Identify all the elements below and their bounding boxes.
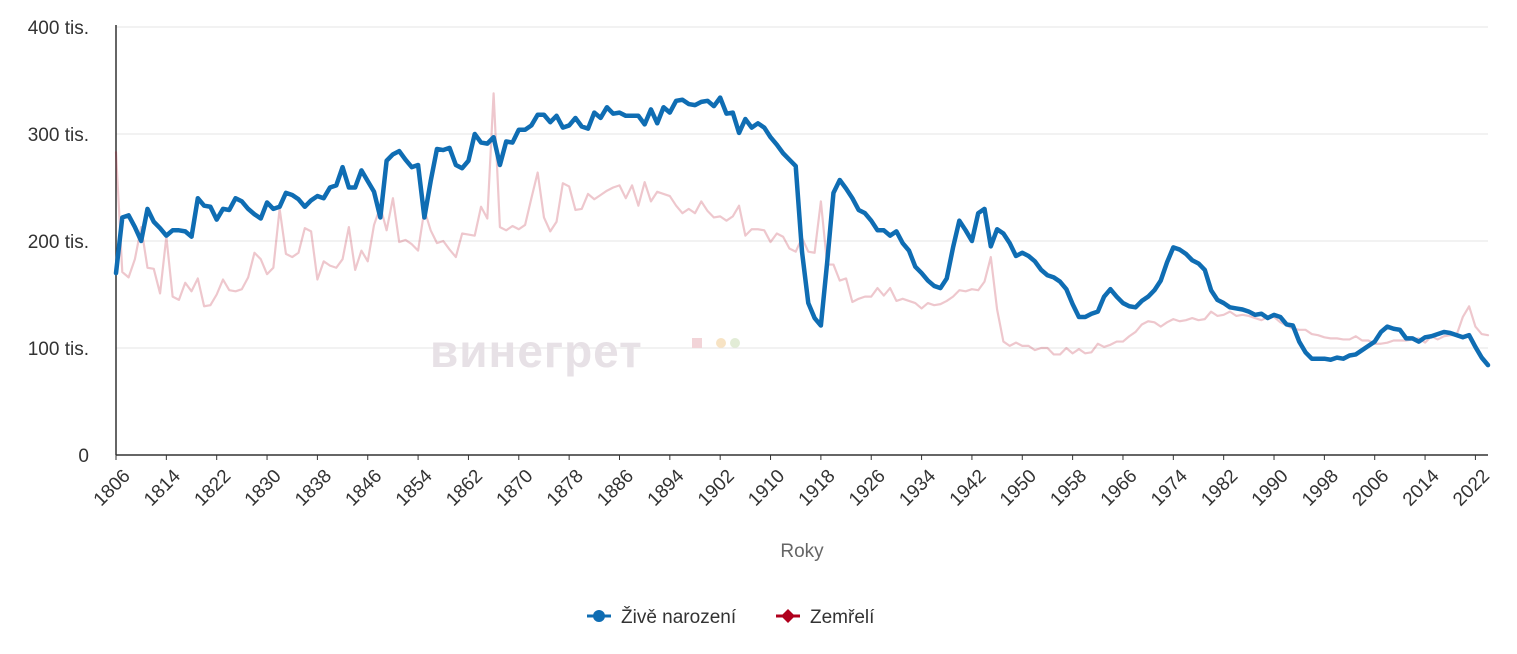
watermark: винегрет bbox=[430, 325, 643, 377]
x-tick-label: 1878 bbox=[543, 466, 588, 511]
x-tick-label: 1846 bbox=[342, 466, 387, 511]
x-tick-label: 1926 bbox=[845, 466, 890, 511]
x-tick-label: 1902 bbox=[694, 466, 739, 511]
x-axis-ticks: 1806 1814 1822 1830 1838 1846 1854 1862 1870 1878… bbox=[90, 455, 1494, 510]
legend-item[interactable]: Zemřelí bbox=[776, 607, 875, 628]
x-tick-label: 1950 bbox=[996, 466, 1041, 511]
y-tick-label: 100 tis. bbox=[28, 339, 89, 360]
y-tick-label: 0 bbox=[78, 446, 89, 467]
x-tick-label: 1982 bbox=[1198, 466, 1243, 511]
watermark-dots bbox=[692, 338, 740, 348]
x-tick-label: 1854 bbox=[392, 465, 437, 510]
legend-item[interactable]: Živě narození bbox=[587, 606, 737, 628]
x-tick-label: 1814 bbox=[140, 465, 185, 510]
x-tick-label: 1862 bbox=[442, 466, 487, 511]
x-tick-label: 1942 bbox=[946, 466, 991, 511]
x-tick-label: 1894 bbox=[644, 465, 689, 510]
x-tick-label: 1806 bbox=[90, 466, 135, 511]
x-tick-label: 1910 bbox=[744, 466, 789, 511]
x-tick-label: 2022 bbox=[1449, 466, 1494, 511]
x-tick-label: 1974 bbox=[1147, 465, 1192, 510]
legend: Živě narození Zemřelí bbox=[587, 606, 875, 628]
y-tick-label: 400 tis. bbox=[28, 18, 89, 39]
x-tick-label: 1830 bbox=[241, 466, 286, 511]
legend-circle-marker bbox=[593, 610, 605, 622]
x-tick-label: 1934 bbox=[895, 465, 940, 510]
x-tick-label: 1966 bbox=[1097, 466, 1142, 511]
x-tick-label: 1990 bbox=[1248, 466, 1293, 511]
legend-label: Zemřelí bbox=[810, 607, 875, 628]
x-tick-label: 2014 bbox=[1399, 465, 1444, 510]
legend-label: Živě narození bbox=[621, 606, 737, 628]
grid-lines bbox=[116, 26, 1488, 349]
y-tick-label: 200 tis. bbox=[28, 232, 89, 253]
series-line-0 bbox=[113, 95, 1491, 368]
legend-diamond-marker bbox=[781, 609, 795, 623]
x-tick-label: 1998 bbox=[1298, 466, 1343, 511]
x-tick-label: 1886 bbox=[593, 466, 638, 511]
series-layer bbox=[113, 92, 1491, 368]
x-tick-label: 1822 bbox=[191, 466, 236, 511]
x-tick-label: 1838 bbox=[291, 466, 336, 511]
axes bbox=[115, 25, 1488, 456]
y-tick-label: 300 tis. bbox=[28, 125, 89, 146]
x-tick-label: 2006 bbox=[1349, 466, 1394, 511]
x-axis-title: Roky bbox=[780, 541, 824, 562]
x-tick-label: 1918 bbox=[795, 466, 840, 511]
x-tick-label: 1870 bbox=[493, 466, 538, 511]
y-axis-ticks: 0 100 tis. 200 tis. 300 tis. 400 tis. bbox=[28, 18, 89, 467]
x-tick-label: 1958 bbox=[1046, 466, 1091, 511]
